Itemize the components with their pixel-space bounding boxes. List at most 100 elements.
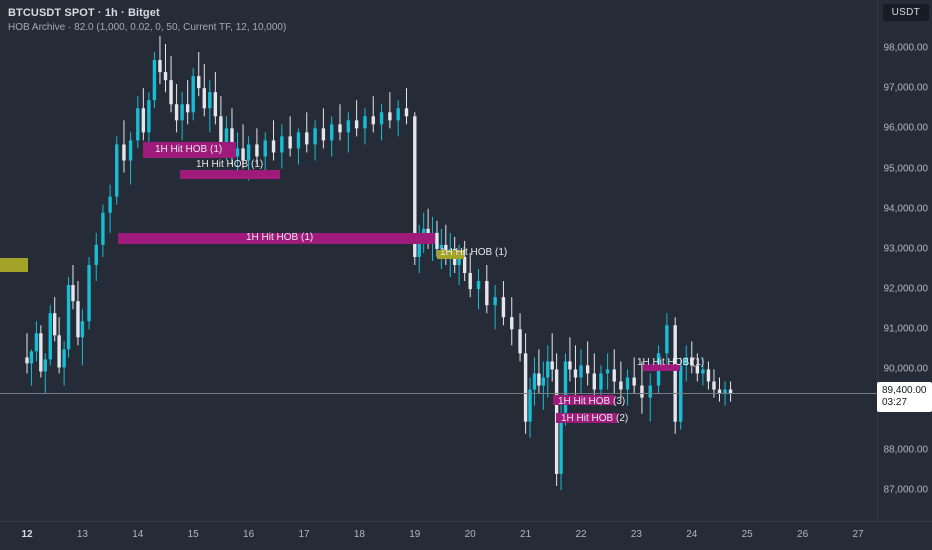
candle-body xyxy=(592,373,596,390)
candle-body xyxy=(665,325,669,354)
time-tick: 26 xyxy=(797,529,809,540)
candle-body xyxy=(62,349,66,368)
candle-body xyxy=(706,369,711,382)
candle-body xyxy=(29,351,34,364)
candle-body xyxy=(191,76,195,113)
candle-body xyxy=(313,128,317,145)
candle-body xyxy=(619,381,623,390)
candle-body xyxy=(71,285,75,302)
order-block-zone[interactable] xyxy=(437,250,464,259)
candle-body xyxy=(518,329,522,354)
chart-plot-area[interactable] xyxy=(0,0,877,521)
candle-body xyxy=(48,313,52,360)
order-block-label: 1H Hit HOB (1) xyxy=(440,247,508,258)
candle-body xyxy=(163,72,168,81)
last-price-countdown: 03:27 xyxy=(882,396,908,408)
candle-body xyxy=(219,116,223,145)
order-block-zone[interactable] xyxy=(143,142,236,158)
candle-body xyxy=(684,357,688,366)
candle-body xyxy=(330,124,334,141)
candle-body xyxy=(66,285,71,350)
candle-body xyxy=(439,244,444,249)
candle-body xyxy=(599,373,603,390)
candle-body xyxy=(354,120,359,129)
candle-body xyxy=(457,256,461,265)
candle-body xyxy=(379,112,384,125)
price-axis[interactable]: USDT 98,000.00 97,000.00 96,000.00 95,000.0… xyxy=(877,0,932,521)
candle-body xyxy=(39,333,43,372)
order-block-zone[interactable] xyxy=(643,364,680,371)
candle-body xyxy=(404,108,409,117)
price-tick: 97,000.00 xyxy=(883,82,929,94)
time-tick: 25 xyxy=(741,529,753,540)
candle-body xyxy=(632,377,636,386)
candle-body xyxy=(80,321,85,338)
candle-body xyxy=(435,232,439,249)
candle-body xyxy=(94,244,98,265)
price-tick: 95,000.00 xyxy=(883,163,929,175)
candle-body xyxy=(57,335,61,368)
price-tick: 90,000.00 xyxy=(883,363,929,375)
candle-body xyxy=(147,100,151,133)
candle-body xyxy=(388,112,392,121)
price-tick: 96,000.00 xyxy=(883,122,929,134)
order-block-zone[interactable] xyxy=(0,258,28,272)
candle-body xyxy=(185,104,190,113)
candle-body xyxy=(712,381,716,390)
last-price-value: 89,400.00 xyxy=(882,384,927,396)
order-block-zone[interactable] xyxy=(180,170,280,179)
candle-body xyxy=(501,297,506,318)
candle-body xyxy=(573,369,578,378)
order-block-label: 1H Hit HOB (1) xyxy=(196,159,264,170)
price-tick: 94,000.00 xyxy=(883,203,929,215)
time-tick: 16 xyxy=(243,529,255,540)
price-tick: 93,000.00 xyxy=(883,243,929,255)
candle-body xyxy=(728,389,733,394)
candle-body xyxy=(528,389,532,422)
currency-badge[interactable]: USDT xyxy=(882,4,929,21)
candle-body xyxy=(585,365,590,374)
order-block-zone[interactable] xyxy=(556,413,617,423)
candle-body xyxy=(122,144,126,161)
candle-body xyxy=(263,140,267,157)
candle-body xyxy=(169,80,173,105)
candle-body xyxy=(305,132,309,145)
time-tick: 13 xyxy=(76,529,88,540)
candle-body xyxy=(421,228,426,237)
candle-body xyxy=(53,313,57,336)
candle-body xyxy=(417,236,421,257)
price-tick: 92,000.00 xyxy=(883,283,929,295)
candle-body xyxy=(43,359,47,372)
candle-body xyxy=(76,301,80,338)
time-axis[interactable]: 12 13 14 15 16 17 18 19 20 21 22 23 24 25 26 27 xyxy=(0,521,932,550)
candle-body xyxy=(468,273,472,290)
candle-body xyxy=(413,116,417,257)
candle-body xyxy=(673,325,677,422)
candle-body xyxy=(485,281,489,306)
candle-body xyxy=(108,196,112,213)
candle-body xyxy=(141,108,146,133)
candle-body xyxy=(255,144,259,157)
candle-body xyxy=(128,140,133,161)
candle-body xyxy=(532,373,537,390)
candle-body xyxy=(537,373,541,386)
candle-body xyxy=(174,104,179,121)
candle-body xyxy=(612,369,616,382)
candle-body xyxy=(605,369,610,374)
candle-body xyxy=(346,120,351,133)
candle-body xyxy=(541,377,546,386)
candle-body xyxy=(640,385,644,398)
price-tick: 98,000.00 xyxy=(883,42,929,54)
candle-body xyxy=(136,108,140,141)
order-block-zone[interactable] xyxy=(553,395,615,405)
candle-body xyxy=(462,256,467,274)
candle-body xyxy=(579,365,583,378)
time-tick: 24 xyxy=(686,529,698,540)
candle-body xyxy=(701,369,705,374)
time-tick: 21 xyxy=(520,529,532,540)
order-block-zone[interactable] xyxy=(118,233,435,244)
candle-body xyxy=(690,357,694,366)
candlestick-series xyxy=(0,35,877,490)
candle-body xyxy=(197,76,201,89)
